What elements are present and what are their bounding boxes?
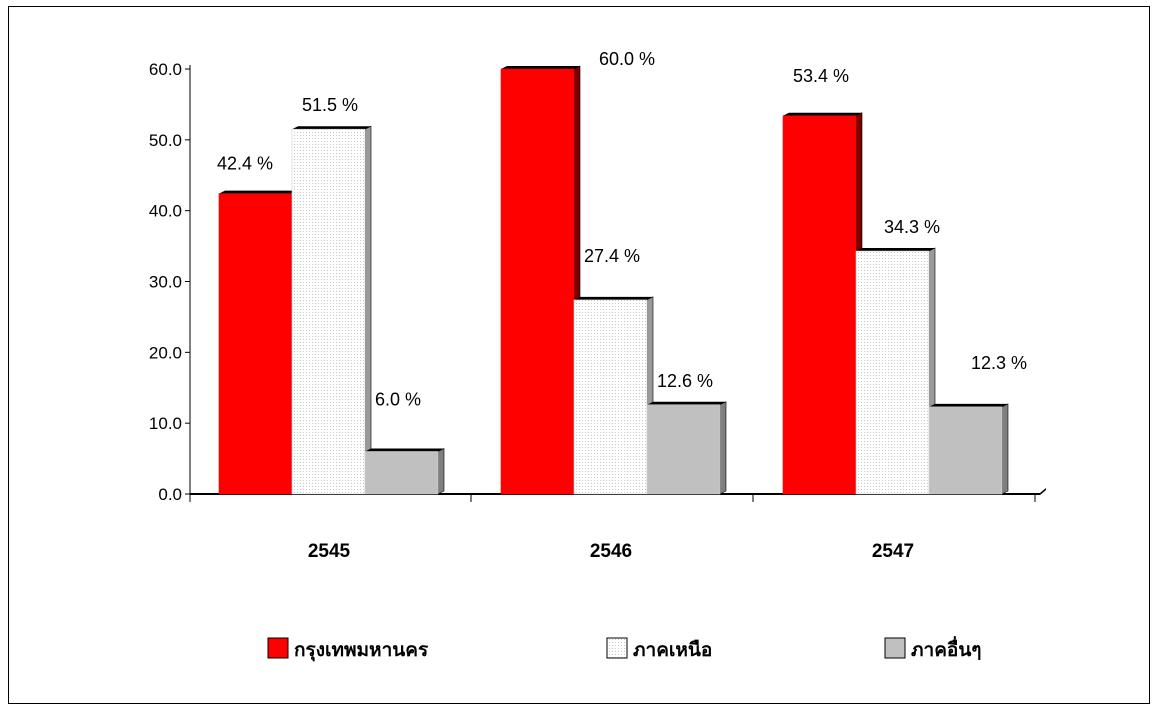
data-label: 51.5 % <box>302 95 358 115</box>
chart-legend: กรุงเทพมหานคร ภาคเหนือ ภาคอื่นๆ <box>267 636 982 662</box>
bar-2-0 <box>782 115 857 495</box>
x-category-label: 2545 <box>308 541 351 562</box>
data-label: 6.0 % <box>375 390 421 410</box>
data-label: 42.4 % <box>217 154 273 174</box>
bar-top <box>783 112 862 116</box>
x-category-label: 2547 <box>872 541 914 562</box>
bar-1-0 <box>500 68 575 495</box>
x-category-label: 2546 <box>590 541 632 562</box>
data-label: 53.4 % <box>793 66 849 86</box>
bar-side <box>437 448 445 495</box>
bar-top <box>856 248 935 252</box>
bar-2-2 <box>928 406 1003 495</box>
y-tick-label: 0.0 <box>158 485 182 504</box>
x-axis-depth <box>1040 488 1046 495</box>
data-label: 27.4 % <box>584 246 640 266</box>
y-tick-label: 40.0 <box>149 202 182 221</box>
legend-swatch <box>606 637 628 659</box>
legend-swatch <box>884 637 906 659</box>
y-tick-label: 50.0 <box>149 131 182 150</box>
bar-0-1 <box>291 128 366 495</box>
data-label: 60.0 % <box>599 49 655 69</box>
bar-top <box>292 126 371 130</box>
data-label: 12.3 % <box>971 353 1027 373</box>
bar-side <box>719 401 727 495</box>
legend-label: กรุงเทพมหานคร <box>294 639 429 662</box>
bar-0-0 <box>218 193 293 495</box>
bar-1-2 <box>646 404 721 495</box>
legend-label: ภาคอื่นๆ <box>911 636 982 661</box>
chart-data-labels: 42.4 % 51.5 % 6.0 % 60.0 % 27.4 % 12.6 % 53.4 … <box>217 49 1027 410</box>
y-tick-label: 20.0 <box>149 343 182 362</box>
bar-top <box>574 296 653 300</box>
y-tick-label: 10.0 <box>149 414 182 433</box>
y-tick-label: 30.0 <box>149 273 182 292</box>
bar-top <box>365 448 444 452</box>
bar-side <box>364 125 372 495</box>
bar-top <box>647 401 726 405</box>
chart-bars <box>218 65 1009 495</box>
bar-top <box>219 190 298 194</box>
legend-label: ภาคเหนือ <box>633 639 712 661</box>
bar-top <box>501 66 580 69</box>
bar-side <box>1001 403 1009 495</box>
bar-2-1 <box>855 250 930 495</box>
bar-1-1 <box>573 299 648 495</box>
y-tick-label: 60.0 <box>149 60 182 79</box>
bar-top <box>929 403 1008 407</box>
legend-swatch <box>267 637 289 659</box>
data-label: 12.6 % <box>657 371 713 391</box>
data-label: 34.3 % <box>884 217 940 237</box>
bar-0-2 <box>364 451 439 495</box>
